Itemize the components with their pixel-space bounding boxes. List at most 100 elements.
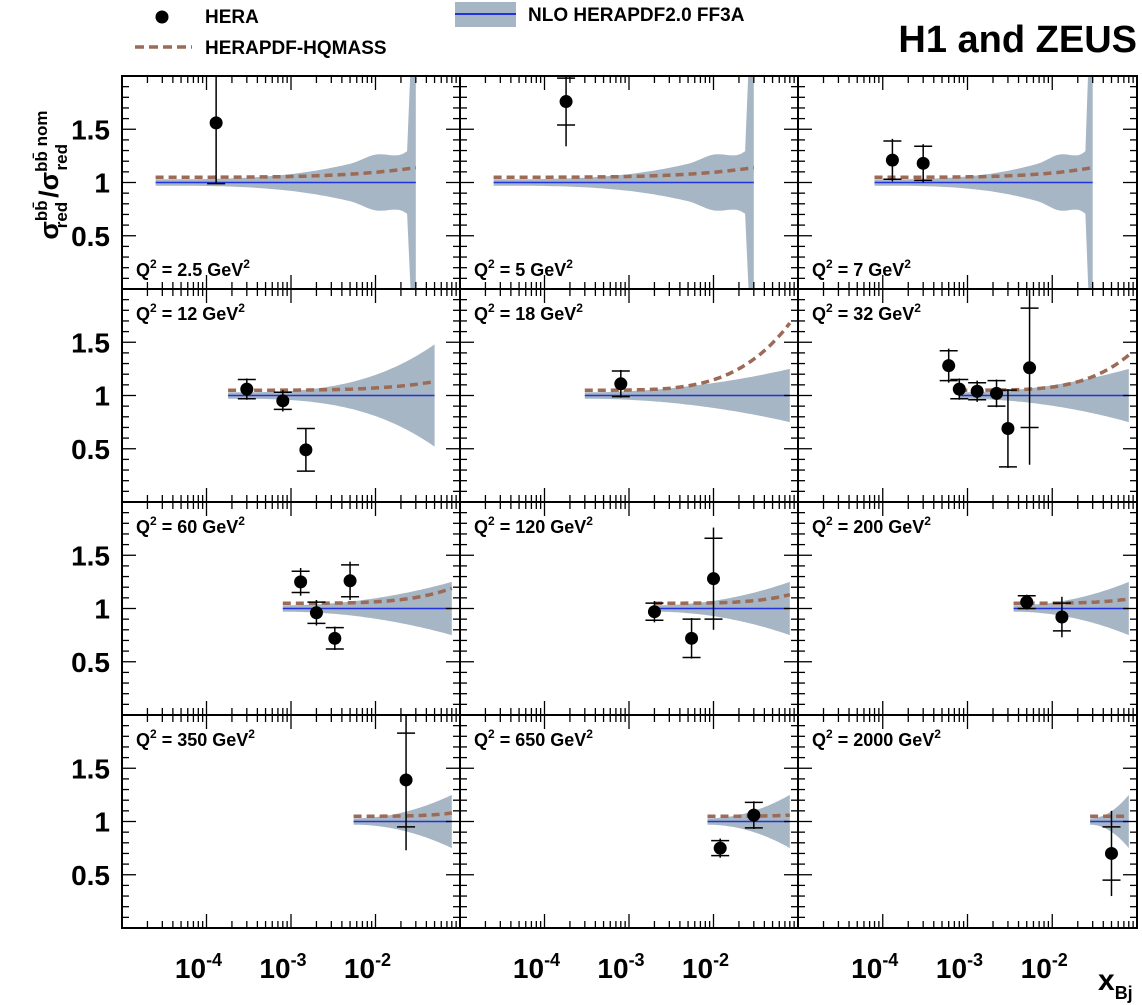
x-tick-exp: -2 <box>1052 950 1068 970</box>
q2-unit-sup: 2 <box>586 514 593 528</box>
panel-q2-label: Q2 = 7 GeV2 <box>812 257 911 280</box>
q2-q: Q <box>136 304 150 324</box>
x-tick-base: 10 <box>851 953 882 984</box>
panel-q2-label: Q2 = 60 GeV2 <box>136 514 245 537</box>
data-point <box>990 386 1004 400</box>
q2-value: = 5 GeV <box>495 260 567 280</box>
data-point <box>209 116 223 130</box>
q2-q: Q <box>474 304 488 324</box>
x-tick-label: 10-2 <box>344 950 391 984</box>
y-label-den-sub: red <box>52 144 71 170</box>
q2-unit-sup: 2 <box>934 727 941 741</box>
panel-q2-label: Q2 = 2.5 GeV2 <box>136 257 250 280</box>
panel-plot-area <box>939 289 1130 468</box>
hqmass-curve <box>228 379 435 392</box>
panel-plot-area <box>1090 794 1129 897</box>
y-tick-label: 0.5 <box>71 434 110 465</box>
x-tick-base: 10 <box>936 953 967 984</box>
x-label-sub: Bj <box>1115 983 1133 1003</box>
x-tick-exp: -2 <box>713 950 729 970</box>
panel: Q2 = 18 GeV2 <box>459 288 799 503</box>
q2-unit-sup: 2 <box>586 727 593 741</box>
hqmass-curve <box>155 165 417 179</box>
x-tick-label: 10-4 <box>175 950 222 984</box>
q2-value: = 200 GeV <box>833 517 925 537</box>
data-point <box>240 382 254 396</box>
q2-sup: 2 <box>488 257 495 271</box>
data-point <box>399 773 413 787</box>
panel-q2-label: Q2 = 650 GeV2 <box>474 727 593 750</box>
data-point <box>747 808 761 822</box>
x-tick-exp: -2 <box>375 950 391 970</box>
q2-q: Q <box>474 260 488 280</box>
y-tick-label: 1 <box>94 594 110 625</box>
x-tick-label: 10-4 <box>851 950 898 984</box>
panel-plot-area <box>1013 581 1130 638</box>
x-tick-label: 10-4 <box>513 950 560 984</box>
y-label-num-sub: red <box>52 202 71 228</box>
legend: HERA HERAPDF-HQMASS NLO HERAPDF2.0 FF3A … <box>135 2 1137 61</box>
y-label-slash: / <box>34 190 64 198</box>
panel-plot-area <box>584 322 792 423</box>
y-label-num-sup: bb̄ <box>32 200 51 221</box>
q2-sup: 2 <box>826 301 833 315</box>
legend-hqmass-label: HERAPDF-HQMASS <box>205 38 387 59</box>
x-tick-label: 10-3 <box>259 950 306 984</box>
x-tick-base: 10 <box>175 953 206 984</box>
x-tick-exp: -3 <box>629 950 645 970</box>
x-tick-exp: -4 <box>206 950 222 970</box>
q2-unit-sup: 2 <box>904 257 911 271</box>
panel-q2-label: Q2 = 350 GeV2 <box>136 727 255 750</box>
q2-value: = 2.5 GeV <box>157 260 244 280</box>
q2-value: = 18 GeV <box>495 304 577 324</box>
panel-q2-label: Q2 = 12 GeV2 <box>136 301 245 324</box>
x-tick-base: 10 <box>344 953 375 984</box>
q2-q: Q <box>474 730 488 750</box>
panel-q2-label: Q2 = 32 GeV2 <box>812 301 921 324</box>
q2-q: Q <box>812 730 826 750</box>
q2-q: Q <box>474 517 488 537</box>
q2-value: = 650 GeV <box>495 730 587 750</box>
data-point <box>1020 595 1034 609</box>
data-point <box>707 572 720 586</box>
q2-unit-sup: 2 <box>238 301 245 315</box>
legend-data-marker <box>155 10 169 24</box>
panel: Q2 = 120 GeV2 <box>459 501 799 716</box>
y-label-den: σ <box>34 172 64 190</box>
panel-plot-area <box>645 527 791 659</box>
q2-unit-sup: 2 <box>238 514 245 528</box>
q2-sup: 2 <box>488 301 495 315</box>
q2-sup: 2 <box>150 727 157 741</box>
q2-unit-sup: 2 <box>243 257 250 271</box>
q2-sup: 2 <box>150 257 157 271</box>
collaboration-title: H1 and ZEUS <box>898 19 1137 61</box>
data-point <box>916 156 930 170</box>
y-axis-label: σbb̄red/σbb̄ nomred <box>32 110 71 239</box>
q2-value: = 60 GeV <box>157 517 239 537</box>
data-point <box>614 377 628 391</box>
panel-plot-area <box>353 715 453 851</box>
q2-unit-sup: 2 <box>914 301 921 315</box>
data-point <box>952 382 966 396</box>
data-point <box>1055 610 1069 624</box>
x-axis-label: xBj <box>1098 964 1133 1003</box>
q2-q: Q <box>812 260 826 280</box>
panel-q2-label: Q2 = 120 GeV2 <box>474 514 593 537</box>
q2-value: = 350 GeV <box>157 730 249 750</box>
x-tick-label: 10-2 <box>1021 950 1068 984</box>
q2-value: = 2000 GeV <box>833 730 935 750</box>
y-tick-label: 0.5 <box>71 221 110 252</box>
q2-q: Q <box>812 304 826 324</box>
panel-plot-area <box>707 794 790 858</box>
q2-q: Q <box>136 260 150 280</box>
panel: Q2 = 200 GeV2 <box>797 501 1138 716</box>
data-point <box>885 153 899 167</box>
y-tick-label: 1 <box>94 381 110 412</box>
q2-value: = 120 GeV <box>495 517 587 537</box>
hqmass-curve <box>493 165 755 179</box>
data-point <box>970 384 984 398</box>
